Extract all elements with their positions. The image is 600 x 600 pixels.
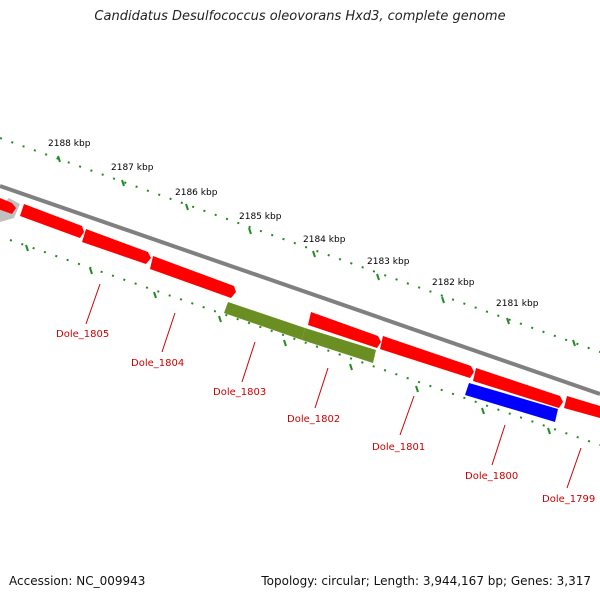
gene-arrow[interactable] [302,328,376,363]
gene-leader [399,395,415,436]
ruler-label: 2181 kbp [496,299,539,309]
gene-leader [85,283,101,325]
gene-arrow[interactable] [150,256,236,298]
accession-text: Accession: NC_009943 [9,574,146,588]
inner-ruler [9,239,600,446]
gene-arrow[interactable] [380,336,474,378]
gene-arrow[interactable] [564,396,600,418]
gene-label[interactable]: Dole_1801 [372,442,425,453]
outer-ruler [0,137,600,353]
gene-leader [566,447,582,489]
gene-arrow[interactable] [224,302,305,340]
gene-label[interactable]: Dole_1800 [465,471,518,482]
ruler-label: 2187 kbp [111,163,154,173]
ruler-label: 2185 kbp [239,212,282,222]
gene-leader [314,367,329,409]
olive-genes [224,302,376,363]
ruler-label: 2188 kbp [48,139,91,149]
outer-ruler-major-ticks [57,155,576,347]
genome-summary-text: Topology: circular; Length: 3,944,167 bp… [261,574,591,588]
gene-label[interactable]: Dole_1804 [131,358,184,369]
gene-label[interactable]: Dole_1799 [542,494,595,505]
gene-label[interactable]: Dole_1805 [56,329,109,340]
forward-genes [0,196,600,418]
gene-arrow[interactable] [20,204,84,238]
gene-arrow[interactable] [0,196,16,214]
genome-title: Candidatus Desulfococcus oleovorans Hxd3… [94,9,506,24]
gene-arrow[interactable] [82,229,151,264]
ruler-label: 2183 kbp [367,257,410,267]
genome-backbone [0,184,600,396]
gene-leader [161,312,176,353]
gene-arrow[interactable] [465,383,558,422]
gene-label[interactable]: Dole_1803 [213,387,266,398]
gene-leader [241,341,256,383]
gene-leader [491,424,506,466]
ruler-label: 2184 kbp [303,235,346,245]
gene-label[interactable]: Dole_1802 [287,414,340,425]
ruler-label: 2182 kbp [432,278,475,288]
inner-ruler-major-ticks [25,244,551,435]
ruler-label: 2186 kbp [175,188,218,198]
gene-arrow[interactable] [308,312,381,348]
gene-arrow[interactable] [473,368,563,408]
